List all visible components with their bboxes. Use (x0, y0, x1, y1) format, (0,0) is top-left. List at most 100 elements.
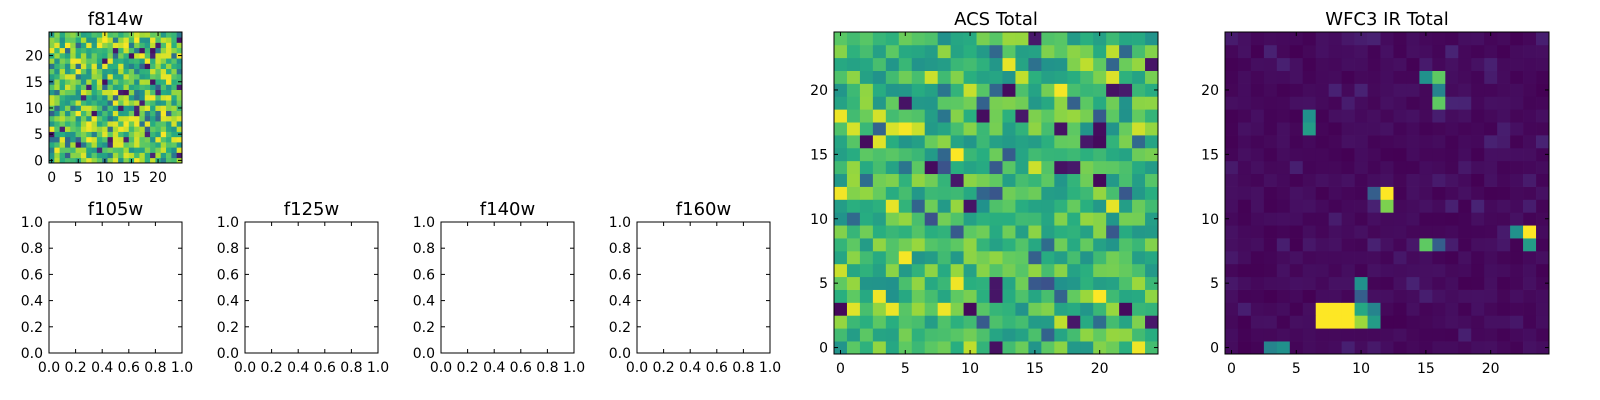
acs-total-cell (1132, 328, 1146, 342)
f814w-cell (96, 147, 103, 153)
f160w-frame (636, 221, 771, 354)
wfc3-ir-total-cell (1302, 341, 1317, 355)
wfc3-ir-total-cell (1497, 212, 1511, 226)
f814w-cell (49, 63, 55, 70)
wfc3-ir-total-cell (1250, 315, 1265, 329)
wfc3-ir-total-cell (1250, 225, 1265, 239)
acs-total-cell (1093, 250, 1107, 265)
f814w-cell (64, 105, 71, 111)
wfc3-ir-total-cell (1445, 83, 1459, 97)
f814w-cell (75, 121, 82, 127)
f814w-cell (91, 100, 98, 106)
f814w-cell (171, 63, 178, 70)
wfc3-ir-total-cell (1419, 83, 1433, 97)
f814w-cell (134, 63, 140, 70)
f814w-cell (91, 126, 98, 132)
wfc3-ir-total-cell (1328, 212, 1342, 226)
acs-total-cell (1080, 289, 1094, 303)
wfc3-ir-total-cell (1263, 302, 1278, 316)
acs-total-cell (937, 302, 951, 316)
f814w-cell (96, 131, 103, 138)
acs-total-cell (937, 199, 951, 213)
f814w-cell (123, 73, 130, 80)
acs-total-cell (872, 315, 887, 329)
f814w-cell (107, 157, 114, 164)
wfc3-ir-total-cell (1523, 263, 1537, 278)
f814w-cell (80, 68, 87, 75)
f814w-cell (155, 58, 162, 64)
f814w-cell (118, 58, 124, 64)
f814w-cell (107, 73, 114, 80)
f814w-cell (118, 131, 124, 138)
f814w-cell (128, 142, 135, 148)
wfc3-ir-total-cell (1471, 147, 1485, 162)
wfc3-ir-total-cell (1289, 212, 1304, 226)
f105w-xtick-label: 0.4 (91, 360, 113, 376)
wfc3-ir-total-cell (1484, 276, 1498, 290)
acs-total-cell (963, 212, 977, 226)
wfc3-ir-total-cell (1302, 199, 1317, 213)
wfc3-ir-total-cell (1458, 199, 1472, 213)
wfc3-ir-total-cell (1341, 57, 1355, 71)
wfc3-ir-total-cell (1237, 238, 1252, 252)
wfc3-ir-total-cell (1523, 238, 1537, 252)
wfc3-ir-total-cell (1302, 225, 1317, 239)
acs-total-cell (1119, 302, 1133, 316)
acs-total-cell (1041, 276, 1055, 290)
acs-total-cell (1067, 315, 1081, 329)
wfc3-ir-total-cell (1445, 147, 1459, 162)
acs-total-cell (963, 225, 977, 239)
acs-total-cell (1041, 135, 1055, 149)
acs-total-cell (846, 341, 861, 355)
f160w-xtick-label: 0.8 (732, 360, 754, 376)
acs-total-cell (1028, 32, 1042, 46)
acs-total-ytick-label: 5 (819, 276, 828, 292)
acs-total-cell (834, 315, 848, 329)
acs-total-cell (1119, 199, 1133, 213)
wfc3-ir-total-cell (1432, 160, 1446, 175)
wfc3-ir-total-cell (1276, 263, 1291, 278)
wfc3-ir-total-cell (1445, 32, 1459, 46)
acs-total-cell (911, 212, 926, 226)
wfc3-ir-total-cell (1393, 122, 1407, 136)
wfc3-ir-total-cell (1406, 341, 1420, 355)
wfc3-ir-total-cell (1406, 302, 1420, 316)
f814w-cell (128, 131, 135, 138)
wfc3-ir-total-cell (1523, 96, 1537, 110)
f814w-cell (134, 47, 140, 54)
wfc3-ir-total-cell (1510, 250, 1524, 265)
wfc3-ir-total-cell (1302, 109, 1317, 123)
acs-total-cell (834, 122, 848, 136)
wfc3-ir-total-cell (1497, 70, 1511, 84)
wfc3-ir-total-cell (1237, 44, 1252, 59)
wfc3-ir-total-cell (1406, 70, 1420, 84)
wfc3-ir-total-cell (1523, 212, 1537, 226)
f125w-ytick-label: 1.0 (217, 215, 239, 231)
f814w-cell (112, 131, 119, 138)
acs-total-cell (1132, 57, 1146, 71)
acs-total-cell (924, 160, 939, 175)
f140w-xtick-label: 0.8 (536, 360, 558, 376)
f814w-cell (123, 157, 130, 164)
f814w-cell (160, 94, 167, 101)
acs-total-cell (963, 276, 977, 290)
f814w-cell (107, 100, 114, 106)
wfc3-ir-total-cell (1276, 135, 1291, 149)
wfc3-ir-total-cell (1471, 341, 1485, 355)
acs-total-cell (1067, 109, 1081, 123)
wfc3-ir-total-cell (1237, 212, 1252, 226)
f814w-cell (59, 52, 66, 59)
acs-total-cell (872, 44, 887, 59)
wfc3-ir-total-cell (1380, 32, 1394, 46)
f814w-cell (144, 121, 151, 127)
f814w-cell (134, 73, 140, 80)
wfc3-ir-total-cell (1445, 199, 1459, 213)
wfc3-ir-total-cell (1380, 276, 1394, 290)
wfc3-ir-total-cell (1523, 135, 1537, 149)
f814w-cell (75, 131, 82, 138)
wfc3-ir-total-cell (1419, 212, 1433, 226)
acs-total-cell (911, 276, 926, 290)
acs-total-cell (1132, 83, 1146, 97)
acs-total-cell (1015, 109, 1029, 123)
f814w-cell (139, 47, 146, 54)
